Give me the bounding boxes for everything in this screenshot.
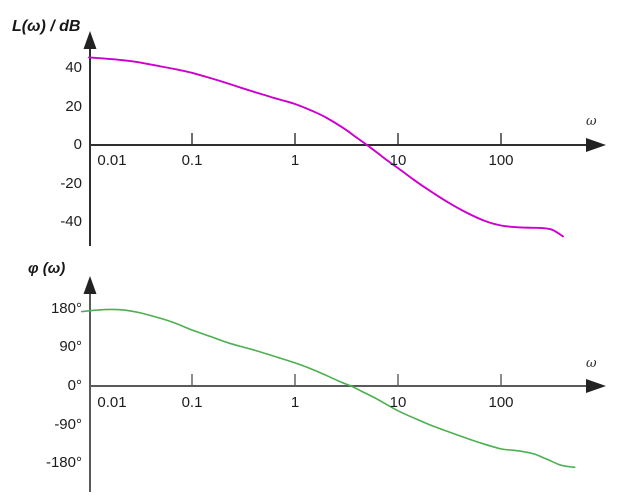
bode-magnitude-group [83, 31, 606, 246]
y-tick-label: 0 [73, 136, 82, 153]
x-tick-label: 100 [488, 394, 514, 411]
x-tick-label: 1 [290, 152, 300, 169]
phase-axis-title: φ (ω) [28, 260, 66, 277]
y-tick-label: 180° [50, 299, 82, 317]
magnitude-axis-title: L(ω) / dB [12, 18, 81, 35]
bode-magnitude-curve [88, 56, 564, 238]
bode-phase-group [80, 276, 606, 492]
y-tick-label: -40 [60, 213, 82, 230]
x-tick-label: 0.01 [97, 394, 127, 411]
omega-label-top: ω [586, 114, 597, 129]
x-axis-arrow-icon [586, 138, 606, 152]
x-tick-label: 1 [290, 394, 300, 411]
y-tick-label: 0° [67, 377, 82, 394]
y-axis-arrow-icon [83, 276, 97, 294]
x-tick-label: 0.1 [181, 152, 203, 169]
y-tick-label: 20 [65, 97, 82, 115]
y-tick-label: 40 [65, 59, 82, 76]
bode-phase-curve [80, 308, 576, 469]
y-tick-label: -180° [45, 454, 82, 471]
y-tick-label: -90° [54, 415, 82, 433]
x-tick-label: 0.1 [181, 394, 203, 411]
omega-label-bottom: ω [586, 356, 597, 371]
x-tick-label: 10 [389, 394, 407, 411]
x-tick-label: 10 [389, 152, 407, 169]
x-axis-arrow-icon [586, 379, 606, 393]
y-axis-arrow-icon [83, 31, 97, 49]
x-tick-label: 0.01 [97, 152, 127, 169]
y-tick-label: 90° [59, 338, 82, 356]
y-tick-label: -20 [60, 174, 82, 192]
x-tick-label: 100 [488, 152, 514, 169]
